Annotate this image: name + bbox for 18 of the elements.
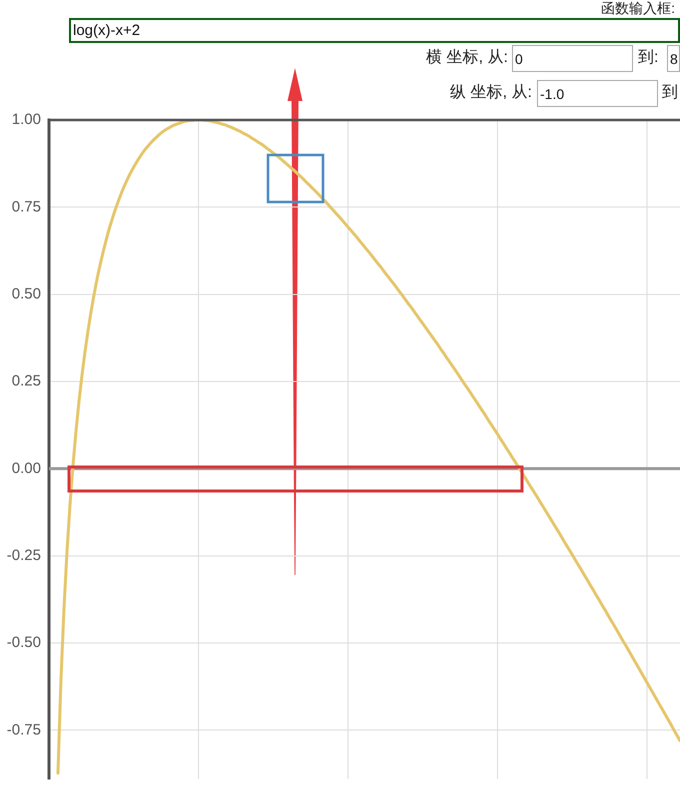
- y-tick-label: 1.00: [12, 111, 41, 128]
- text-field: -1.0: [537, 80, 658, 107]
- text: 到: [662, 83, 678, 102]
- y-tick-label: 0.75: [12, 198, 41, 216]
- text: 纵 坐标, 从:: [450, 83, 532, 102]
- text: 函数输入框:: [601, 0, 675, 17]
- text-field: 0: [512, 45, 633, 72]
- y-tick-label: 0.25: [12, 372, 41, 390]
- text: 到:: [638, 48, 658, 68]
- y-tick-label: -0.25: [6, 546, 41, 564]
- y-tick-label: 0.50: [12, 285, 41, 302]
- y-tick-label: -0.75: [6, 721, 41, 738]
- y-tick-label: -0.50: [6, 634, 41, 652]
- text-field: 8: [667, 45, 680, 72]
- text: 横 坐标, 从:: [426, 48, 508, 68]
- line-series: [56, 120, 680, 775]
- y-tick-label: 0.00: [12, 460, 41, 477]
- text-field: log(x)-x+2: [69, 18, 680, 43]
